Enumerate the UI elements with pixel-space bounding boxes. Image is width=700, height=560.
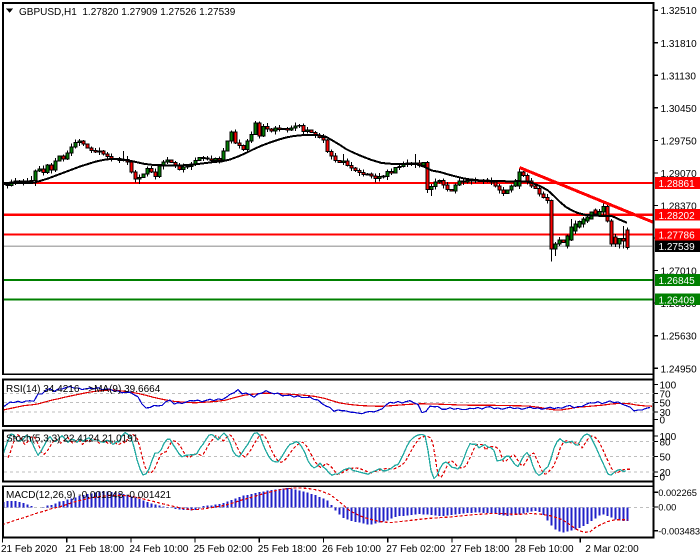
svg-text:1.26845: 1.26845	[659, 276, 696, 287]
svg-text:1.27010: 1.27010	[661, 267, 698, 278]
svg-text:1.28370: 1.28370	[661, 202, 698, 213]
svg-text:Stoch(5,3,3) 22.4124 21.0191: Stoch(5,3,3) 22.4124 21.0191	[6, 434, 139, 445]
svg-text:0: 0	[660, 473, 666, 484]
svg-text:27 Feb 02:00: 27 Feb 02:00	[386, 544, 445, 555]
svg-text:1.32510: 1.32510	[661, 6, 698, 17]
svg-text:100: 100	[660, 432, 677, 443]
svg-text:1.29070: 1.29070	[661, 169, 698, 180]
svg-text:50: 50	[660, 453, 672, 464]
svg-text:-0.003483: -0.003483	[658, 527, 700, 537]
svg-text:21 Feb 2020: 21 Feb 2020	[1, 544, 58, 555]
svg-text:0.00: 0.00	[658, 503, 676, 513]
svg-text:1.27786: 1.27786	[659, 231, 696, 242]
svg-text:MACD(12,26,9) -0.001943 -0.001: MACD(12,26,9) -0.001943 -0.001421	[6, 490, 172, 501]
svg-text:1.27539: 1.27539	[659, 242, 696, 253]
svg-text:80: 80	[660, 438, 672, 449]
svg-text:1.26409: 1.26409	[659, 295, 696, 306]
svg-text:1.25630: 1.25630	[661, 332, 698, 343]
svg-text:25 Feb 18:00: 25 Feb 18:00	[258, 544, 317, 555]
svg-text:1.24950: 1.24950	[661, 364, 698, 375]
svg-text:RSI(14) 34.4216 ->MA(9) 39.66: RSI(14) 34.4216 ->MA(9) 39.6664	[6, 384, 161, 395]
svg-text:25 Feb 02:00: 25 Feb 02:00	[194, 544, 253, 555]
svg-text:24 Feb 10:00: 24 Feb 10:00	[129, 544, 188, 555]
svg-text:70: 70	[660, 390, 672, 401]
svg-text:28 Feb 10:00: 28 Feb 10:00	[515, 544, 574, 555]
svg-text:100: 100	[660, 380, 677, 391]
svg-text:30: 30	[660, 408, 672, 419]
svg-text:0.002265: 0.002265	[658, 488, 697, 498]
svg-text:GBPUSD,H1 1.27820 1.27909 1.2: GBPUSD,H1 1.27820 1.27909 1.27526 1.2753…	[19, 7, 236, 18]
svg-text:1.29750: 1.29750	[661, 136, 698, 147]
svg-text:1.31130: 1.31130	[661, 71, 697, 82]
svg-text:21 Feb 18:00: 21 Feb 18:00	[65, 544, 124, 555]
svg-text:1.28202: 1.28202	[659, 211, 696, 222]
svg-text:1.30450: 1.30450	[661, 104, 698, 115]
svg-text:1.31810: 1.31810	[661, 39, 698, 50]
svg-text:26 Feb 10:00: 26 Feb 10:00	[322, 544, 381, 555]
svg-text:1.28861: 1.28861	[659, 179, 696, 190]
svg-text:20: 20	[660, 468, 672, 479]
svg-text:50: 50	[660, 398, 672, 409]
svg-text:27 Feb 18:00: 27 Feb 18:00	[450, 544, 509, 555]
svg-text:2 Mar 02:00: 2 Mar 02:00	[585, 544, 639, 555]
svg-text:0: 0	[660, 416, 666, 427]
